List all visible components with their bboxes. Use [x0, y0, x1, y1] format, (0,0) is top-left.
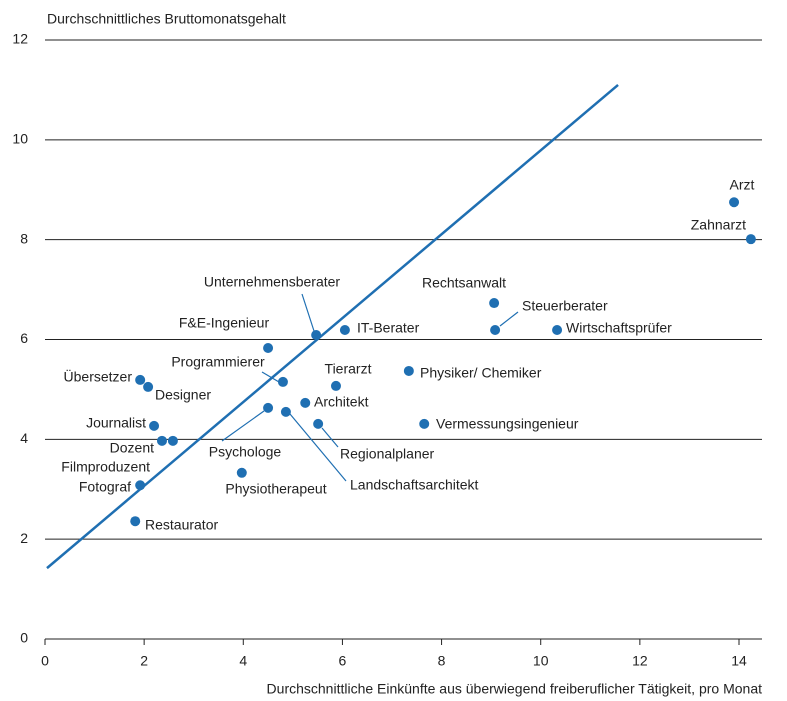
point [489, 298, 500, 309]
point [263, 342, 274, 353]
point-label: Physiker/ Chemiker [420, 365, 542, 381]
point-label: Fotograf [79, 479, 131, 495]
point [300, 397, 311, 408]
point-label: Filmproduzent [61, 459, 150, 475]
point [552, 325, 563, 336]
point [130, 516, 141, 527]
leader-line [301, 293, 315, 332]
point-label: F&E-Ingenieur [179, 315, 270, 331]
point-label: Physiotherapeut [225, 481, 326, 497]
point [277, 376, 288, 387]
x-tick-label: 14 [731, 653, 747, 669]
y-tick-label: 10 [12, 131, 28, 147]
point [745, 234, 756, 245]
leader-line [499, 311, 519, 327]
point-label: Vermessungsingenieur [436, 416, 579, 432]
point [339, 325, 350, 336]
y-tick-label: 4 [20, 430, 28, 446]
x-tick-label: 6 [339, 653, 347, 669]
point-label: Zahnarzt [691, 217, 746, 233]
point [167, 435, 178, 446]
y-axis-title: Durchschnittliches Bruttomonatsgehalt [47, 11, 286, 27]
point-label: Dozent [110, 440, 154, 456]
point-label: Übersetzer [64, 368, 133, 385]
point [330, 380, 341, 391]
point-label: Rechtsanwalt [422, 275, 506, 291]
leader-line [261, 371, 280, 383]
point [149, 420, 160, 431]
point [729, 197, 740, 208]
y-tick-label: 12 [12, 31, 28, 47]
point-label: Restaurator [145, 517, 218, 533]
leader-line [221, 410, 265, 442]
point [419, 418, 430, 429]
point [135, 480, 146, 491]
x-tick-label: 10 [533, 653, 549, 669]
trend-line [46, 83, 619, 570]
point-label: Designer [155, 387, 211, 403]
point-label: Arzt [730, 177, 755, 193]
point-label: IT-Berater [357, 320, 420, 336]
point [156, 435, 167, 446]
point [135, 374, 146, 385]
x-tick-label: 2 [140, 653, 148, 669]
point-label: Tierarzt [325, 361, 372, 377]
y-tick-label: 8 [20, 230, 28, 246]
point [280, 406, 291, 417]
point-label: Unternehmensberater [204, 274, 341, 290]
point-label: Psychologe [209, 444, 282, 460]
point [313, 418, 324, 429]
point-label: Landschaftsarchitekt [350, 477, 479, 493]
x-tick-label: 12 [632, 653, 648, 669]
y-tick-label: 6 [20, 330, 28, 346]
x-tick-label: 0 [41, 653, 49, 669]
x-tick-label: 4 [239, 653, 247, 669]
point [143, 381, 154, 392]
point-label: Programmierer [171, 354, 265, 370]
point [263, 402, 274, 413]
x-axis-title: Durchschnittliche Einkünfte aus überwieg… [267, 681, 763, 697]
point-label: Architekt [314, 394, 369, 410]
y-tick-label: 0 [20, 630, 28, 646]
point-label: Steuerberater [522, 298, 608, 314]
leader-line [289, 413, 347, 482]
x-tick-label: 8 [438, 653, 446, 669]
point-label: Regionalplaner [340, 446, 435, 462]
point-label: Wirtschaftsprüfer [566, 320, 672, 336]
point [236, 467, 247, 478]
y-tick-label: 2 [20, 530, 28, 546]
point [490, 325, 501, 336]
point [403, 365, 414, 376]
leader-line [321, 427, 339, 448]
point [311, 330, 322, 341]
point-label: Journalist [86, 415, 146, 431]
